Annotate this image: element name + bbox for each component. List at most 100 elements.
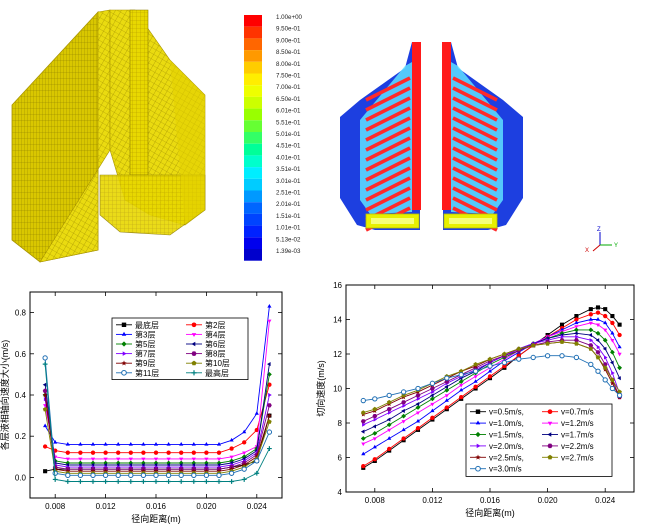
- data-point: [361, 410, 366, 415]
- data-point: [102, 472, 109, 478]
- colorbar-swatch: [244, 143, 262, 156]
- contour-plate-left: [365, 76, 411, 102]
- data-point: [602, 346, 607, 351]
- data-point: [516, 356, 522, 362]
- x-tick-label: 0.016: [146, 502, 167, 511]
- contour-plate-right: [452, 166, 498, 192]
- contour-plate-left: [365, 96, 411, 122]
- data-point: [473, 384, 478, 389]
- data-point: [595, 330, 601, 336]
- data-point: [116, 442, 121, 446]
- legend-entry: v=1.0m/s,: [470, 419, 524, 428]
- data-point: [574, 327, 579, 333]
- colorbar-swatch: [244, 26, 262, 39]
- data-point: [588, 346, 594, 351]
- data-point: [444, 384, 448, 389]
- data-point: [241, 466, 247, 472]
- data-point: [78, 457, 83, 462]
- contour-plate-left: [365, 86, 411, 112]
- data-point: [559, 327, 565, 332]
- contour-right-outlet-core: [449, 218, 492, 224]
- x-tick-label: 0.024: [595, 496, 616, 505]
- colorbar-label: 1.01e-01: [276, 225, 301, 232]
- data-point: [610, 339, 615, 343]
- data-point: [415, 405, 421, 410]
- data-point: [444, 375, 450, 381]
- series-11: [42, 355, 273, 478]
- legend-label: 第9层: [135, 358, 155, 368]
- data-point: [191, 442, 196, 446]
- data-point: [141, 442, 146, 446]
- legend-entry: v=2.7m/s: [542, 453, 594, 462]
- data-point: [191, 472, 197, 478]
- contour-plate-right: [452, 76, 498, 102]
- data-point: [609, 385, 616, 392]
- contour-plate-right: [452, 186, 498, 212]
- legend-entry: 第11层: [116, 368, 159, 378]
- data-point: [387, 428, 392, 433]
- data-point: [547, 409, 553, 415]
- data-point: [574, 338, 579, 343]
- colorbar-swatch: [244, 15, 262, 27]
- data-point: [141, 457, 146, 462]
- colorbar-label: 5.13e-02: [276, 236, 301, 243]
- legend-label: 第5层: [135, 339, 155, 349]
- data-point: [42, 444, 48, 449]
- legend-label: v=2.0m/s,: [489, 442, 524, 451]
- data-point: [153, 472, 159, 478]
- data-point: [588, 332, 592, 338]
- data-point: [617, 365, 622, 371]
- data-point: [588, 307, 593, 312]
- data-point: [559, 339, 565, 344]
- data-point: [360, 397, 366, 404]
- data-point: [473, 361, 478, 367]
- data-point: [103, 442, 108, 446]
- data-point: [65, 442, 70, 446]
- y-tick-label: 0.2: [15, 432, 27, 441]
- data-point: [415, 418, 421, 423]
- data-point: [575, 334, 579, 339]
- y-tick-label: 0.6: [15, 350, 27, 359]
- data-point: [43, 469, 48, 474]
- data-point: [400, 389, 407, 395]
- legend-label: v=1.7m/s: [561, 431, 594, 440]
- data-point: [141, 450, 146, 455]
- colorbar: 1.00e+00 9.50e-01 9.00e-01 8.50e-01 8.00e-01…: [244, 14, 303, 261]
- data-point: [372, 424, 376, 429]
- contour-plate-left: [365, 116, 411, 142]
- legend-entry: v=2.5m/s,: [470, 453, 524, 462]
- series-4: [43, 319, 272, 462]
- data-point: [544, 353, 551, 359]
- contour-plate-left: [365, 186, 411, 212]
- legend-box: [111, 317, 249, 380]
- data-point: [216, 479, 222, 484]
- x-tick-label: 0.020: [538, 496, 559, 505]
- y-tick-label: 8: [338, 419, 343, 428]
- data-point: [604, 355, 608, 360]
- data-point: [603, 320, 608, 325]
- data-point: [475, 431, 481, 438]
- data-point: [560, 334, 565, 339]
- data-point: [372, 457, 377, 462]
- data-point: [476, 443, 481, 449]
- contour-plate-right: [452, 136, 498, 162]
- data-point: [254, 470, 260, 476]
- data-point: [141, 479, 146, 484]
- data-point: [191, 450, 196, 455]
- data-point: [65, 457, 70, 462]
- data-point: [610, 320, 615, 326]
- x-tick-label: 0.024: [247, 502, 268, 511]
- data-point: [178, 472, 184, 478]
- data-point: [416, 396, 421, 401]
- colorbar-swatch: [244, 108, 262, 121]
- data-point: [78, 442, 83, 446]
- legend-label: v=0.7m/s: [561, 408, 594, 417]
- contour-plate-left: [365, 136, 411, 162]
- data-point: [602, 377, 608, 383]
- data-point: [444, 379, 450, 384]
- data-point: [595, 338, 600, 343]
- data-point: [595, 317, 601, 321]
- legend-entry: 第4层: [186, 329, 225, 339]
- data-point: [191, 341, 196, 347]
